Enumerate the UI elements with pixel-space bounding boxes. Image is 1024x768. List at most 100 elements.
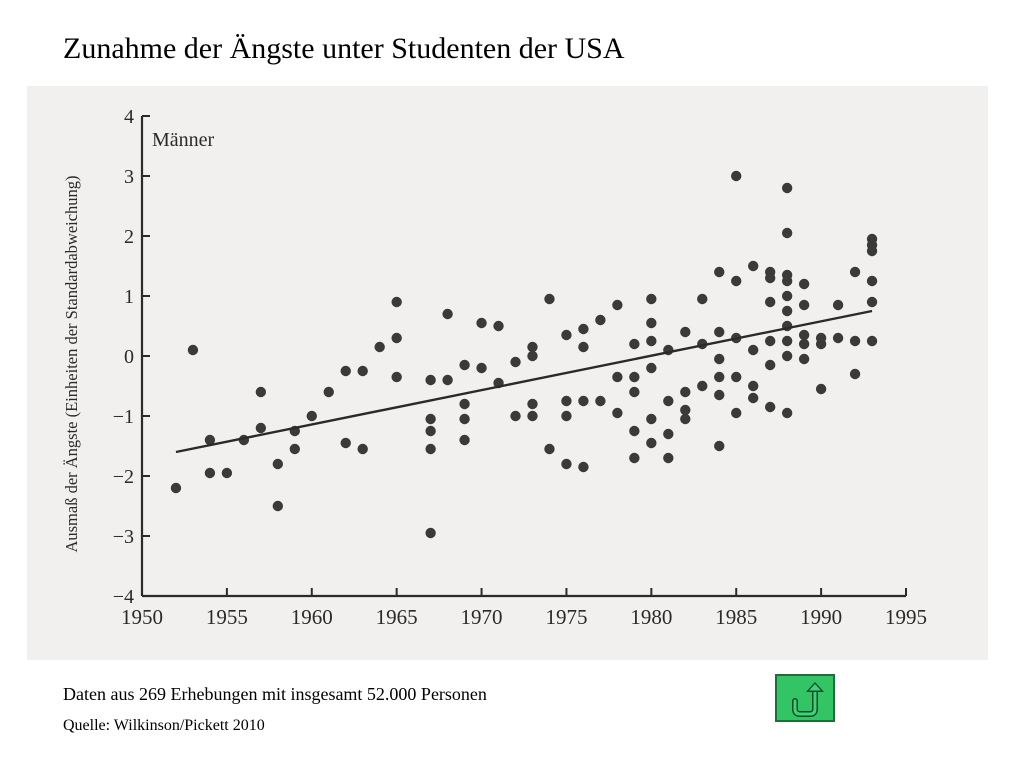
data-point bbox=[306, 410, 317, 422]
data-point bbox=[764, 296, 776, 308]
data-point bbox=[798, 299, 810, 311]
data-point bbox=[663, 452, 674, 464]
data-point bbox=[425, 413, 436, 425]
y-tick-label: 3 bbox=[124, 166, 134, 188]
data-point bbox=[866, 335, 878, 347]
y-tick-label: 2 bbox=[124, 226, 134, 248]
data-point bbox=[629, 371, 640, 383]
data-point bbox=[612, 407, 623, 419]
data-point bbox=[425, 425, 436, 437]
data-point bbox=[697, 380, 708, 392]
x-tick-label: 1950 bbox=[121, 605, 163, 629]
data-point bbox=[425, 443, 436, 455]
data-point bbox=[425, 374, 436, 386]
data-point bbox=[442, 374, 453, 386]
data-point bbox=[781, 227, 793, 239]
data-point bbox=[255, 386, 267, 398]
data-point bbox=[646, 293, 657, 305]
data-point bbox=[815, 338, 827, 350]
data-point bbox=[714, 353, 725, 365]
data-point bbox=[255, 422, 267, 434]
data-caption: Daten aus 269 Erhebungen mit insgesamt 5… bbox=[63, 684, 487, 704]
data-point bbox=[815, 383, 827, 395]
y-tick-label: 1 bbox=[124, 286, 134, 308]
data-point bbox=[663, 395, 674, 407]
scatter-chart: 1950 1955 1960 1965 1970 1975 1980 1985 1990 1995… bbox=[62, 106, 927, 629]
data-point bbox=[527, 341, 538, 353]
y-tick-label: 4 bbox=[124, 106, 134, 128]
y-tick-label: −2 bbox=[113, 466, 134, 488]
data-point bbox=[561, 329, 572, 341]
data-point bbox=[798, 353, 810, 365]
trend-line bbox=[175, 309, 873, 454]
data-point bbox=[714, 371, 725, 383]
data-point bbox=[748, 392, 759, 404]
data-point bbox=[764, 272, 776, 284]
data-point bbox=[204, 434, 216, 446]
data-point bbox=[476, 362, 487, 374]
data-points bbox=[170, 170, 878, 539]
data-point bbox=[866, 296, 878, 308]
data-point bbox=[832, 299, 844, 311]
data-point bbox=[204, 467, 216, 479]
data-point bbox=[781, 335, 793, 347]
data-point bbox=[459, 398, 470, 410]
data-point bbox=[866, 275, 878, 287]
data-point bbox=[612, 299, 623, 311]
x-tick-label: 1995 bbox=[885, 605, 927, 629]
data-point bbox=[170, 482, 182, 494]
data-point bbox=[714, 440, 725, 452]
data-point bbox=[391, 296, 402, 308]
data-point bbox=[781, 407, 793, 419]
data-point bbox=[561, 458, 572, 470]
data-point bbox=[680, 404, 691, 416]
data-point bbox=[731, 170, 742, 182]
data-point bbox=[272, 500, 284, 512]
data-point bbox=[629, 386, 640, 398]
data-point bbox=[391, 332, 402, 344]
data-point bbox=[272, 458, 284, 470]
x-tick-label: 1975 bbox=[545, 605, 587, 629]
data-point bbox=[391, 371, 402, 383]
data-point bbox=[748, 260, 759, 272]
data-point bbox=[357, 365, 368, 377]
data-point bbox=[544, 293, 555, 305]
data-point bbox=[764, 335, 776, 347]
data-point bbox=[476, 317, 487, 329]
data-point bbox=[459, 359, 470, 371]
data-point bbox=[764, 401, 776, 413]
data-point bbox=[459, 413, 470, 425]
data-point bbox=[527, 410, 538, 422]
data-point bbox=[510, 410, 521, 422]
data-point bbox=[374, 341, 385, 353]
data-point bbox=[748, 380, 759, 392]
source-note: Quelle: Wilkinson/Pickett 2010 bbox=[63, 717, 265, 734]
data-point bbox=[646, 362, 657, 374]
y-tick-label: −3 bbox=[113, 526, 134, 548]
data-point bbox=[781, 305, 793, 317]
data-point bbox=[561, 410, 572, 422]
data-point bbox=[798, 278, 810, 290]
data-point bbox=[798, 329, 810, 341]
data-point bbox=[748, 344, 759, 356]
y-tick-label: −4 bbox=[113, 586, 134, 608]
data-point bbox=[340, 437, 351, 449]
data-point bbox=[646, 317, 657, 329]
data-point bbox=[578, 323, 589, 335]
data-point bbox=[612, 371, 623, 383]
data-point bbox=[561, 395, 572, 407]
data-point bbox=[595, 314, 606, 326]
back-navigation-button[interactable] bbox=[775, 674, 835, 722]
data-point bbox=[289, 443, 300, 455]
data-point bbox=[680, 326, 691, 338]
x-tick-label: 1965 bbox=[376, 605, 418, 629]
data-point bbox=[527, 350, 538, 362]
x-tick-label: 1955 bbox=[206, 605, 248, 629]
data-point bbox=[578, 461, 589, 473]
data-point bbox=[731, 407, 742, 419]
data-point bbox=[798, 338, 810, 350]
data-point bbox=[781, 350, 793, 362]
series-annotation: Männer bbox=[152, 129, 215, 151]
y-tick-label: −1 bbox=[113, 406, 134, 428]
data-point bbox=[221, 467, 233, 479]
